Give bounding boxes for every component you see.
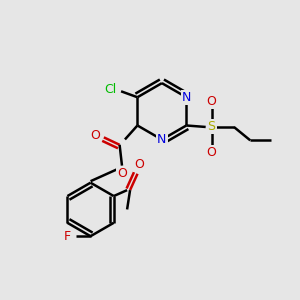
Text: O: O bbox=[207, 146, 217, 159]
Text: F: F bbox=[64, 230, 71, 243]
Text: N: N bbox=[157, 133, 167, 146]
Text: O: O bbox=[134, 158, 144, 171]
Text: O: O bbox=[207, 94, 217, 108]
Text: N: N bbox=[182, 91, 191, 104]
Text: O: O bbox=[117, 167, 127, 180]
Text: Cl: Cl bbox=[104, 83, 117, 96]
Text: O: O bbox=[90, 129, 100, 142]
Text: S: S bbox=[208, 121, 216, 134]
